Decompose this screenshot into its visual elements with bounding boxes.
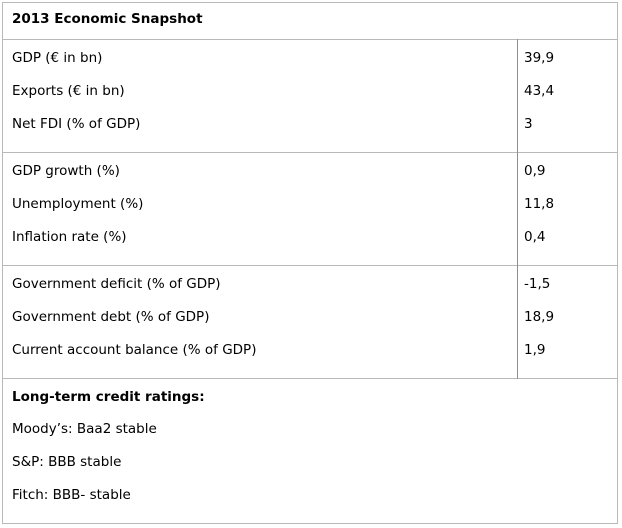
rating-item: S&P: BBB stable: [12, 454, 122, 470]
divider: [3, 39, 617, 40]
row-label: Unemployment (%): [12, 196, 144, 212]
row-label: Exports (€ in bn): [12, 83, 125, 99]
rating-item: Fitch: BBB- stable: [12, 487, 131, 503]
row-label: GDP (€ in bn): [12, 50, 103, 66]
table-row: GDP (€ in bn) 39,9: [3, 47, 617, 71]
row-label: Government debt (% of GDP): [12, 309, 210, 325]
row-value: 0,9: [524, 163, 546, 179]
table-title: 2013 Economic Snapshot: [12, 11, 203, 27]
rating-item: Moody’s: Baa2 stable: [12, 421, 157, 437]
divider: [3, 265, 617, 266]
table-row: Net FDI (% of GDP) 3: [3, 113, 617, 137]
table-row: Government debt (% of GDP) 18,9: [3, 306, 617, 330]
table-row: Unemployment (%) 11,8: [3, 193, 617, 217]
economic-snapshot-table: 2013 Economic Snapshot GDP (€ in bn) 39,…: [2, 2, 618, 524]
ratings-title: Long-term credit ratings:: [12, 389, 205, 405]
row-label: Inflation rate (%): [12, 229, 127, 245]
column-separator: [517, 39, 518, 379]
row-value: 43,4: [524, 83, 555, 99]
row-label: Government deficit (% of GDP): [12, 276, 221, 292]
row-value: -1,5: [524, 276, 551, 292]
row-label: GDP growth (%): [12, 163, 120, 179]
table-row: Government deficit (% of GDP) -1,5: [3, 273, 617, 297]
table-row: Exports (€ in bn) 43,4: [3, 80, 617, 104]
table-row: Current account balance (% of GDP) 1,9: [3, 339, 617, 363]
row-value: 3: [524, 116, 533, 132]
divider: [3, 378, 617, 379]
row-value: 11,8: [524, 196, 555, 212]
table-row: Inflation rate (%) 0,4: [3, 226, 617, 250]
table-row: GDP growth (%) 0,9: [3, 160, 617, 184]
row-value: 0,4: [524, 229, 546, 245]
row-value: 39,9: [524, 50, 555, 66]
row-value: 1,9: [524, 342, 546, 358]
divider: [3, 152, 617, 153]
row-label: Current account balance (% of GDP): [12, 342, 257, 358]
row-value: 18,9: [524, 309, 555, 325]
row-label: Net FDI (% of GDP): [12, 116, 141, 132]
